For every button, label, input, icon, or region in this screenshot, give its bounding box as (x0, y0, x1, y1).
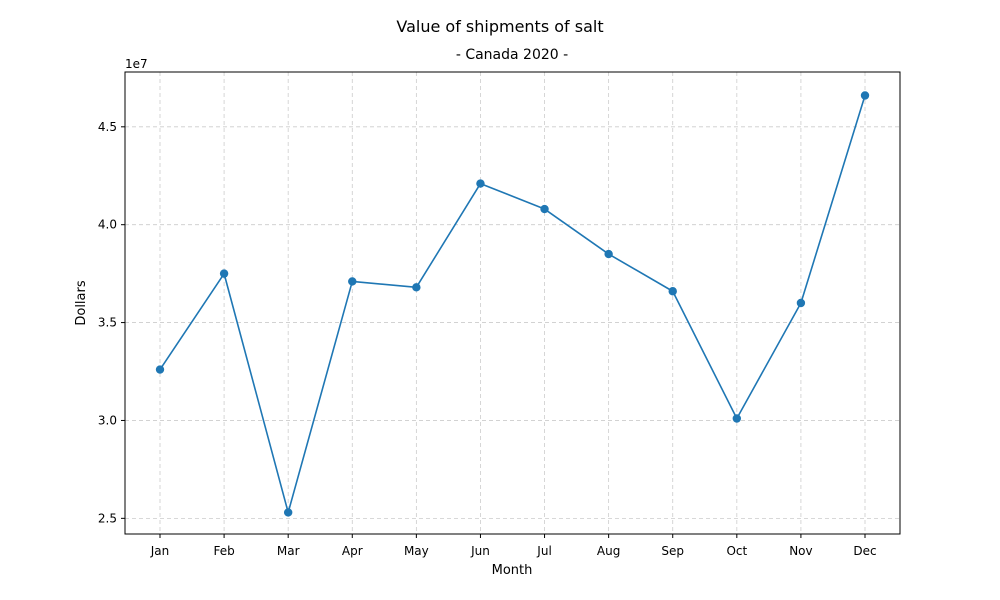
x-tick-label: Nov (789, 544, 812, 558)
series-group (155, 91, 870, 517)
grid (125, 72, 900, 534)
y-offset-label: 1e7 (125, 57, 148, 71)
data-point (412, 283, 421, 292)
y-axis: 2.5 3.0 3.5 4.0 4.5 (98, 120, 125, 525)
data-point (348, 277, 357, 286)
x-tick-label: Jan (150, 544, 170, 558)
x-tick-label: Oct (726, 544, 747, 558)
chart-title: Value of shipments of salt (396, 17, 603, 36)
y-tick-label: 3.0 (98, 413, 117, 427)
x-tick-label: Jun (470, 544, 490, 558)
x-tick-label: Aug (597, 544, 620, 558)
y-tick-label: 4.0 (98, 218, 117, 232)
data-point (860, 91, 870, 100)
y-tick-label: 2.5 (98, 511, 117, 525)
x-tick-label: Apr (342, 544, 363, 558)
data-point (604, 249, 613, 259)
plot-area-frame (124, 71, 901, 535)
data-point (476, 179, 485, 188)
data-point (155, 365, 165, 374)
x-tick-label: May (404, 544, 429, 558)
x-axis-label: Month (492, 563, 533, 578)
data-point (732, 414, 742, 423)
data-point (796, 298, 806, 308)
chart-subtitle: - Canada 2020 - (456, 47, 568, 63)
data-point (283, 508, 293, 517)
x-axis: Jan Feb Mar Apr May Jun Jul Aug Sep Oct Nov Dec (150, 534, 877, 558)
y-tick-label: 3.5 (98, 316, 117, 330)
x-tick-label: Jul (536, 544, 551, 558)
x-tick-label: Dec (853, 544, 876, 558)
data-point (540, 204, 549, 214)
y-axis-label: Dollars (74, 280, 89, 325)
x-tick-label: Feb (213, 544, 234, 558)
x-tick-label: Sep (661, 544, 684, 558)
y-tick-label: 4.5 (98, 120, 117, 134)
series-line (159, 95, 866, 514)
data-point (668, 287, 677, 296)
data-point (219, 269, 229, 278)
x-tick-label: Mar (277, 544, 300, 558)
